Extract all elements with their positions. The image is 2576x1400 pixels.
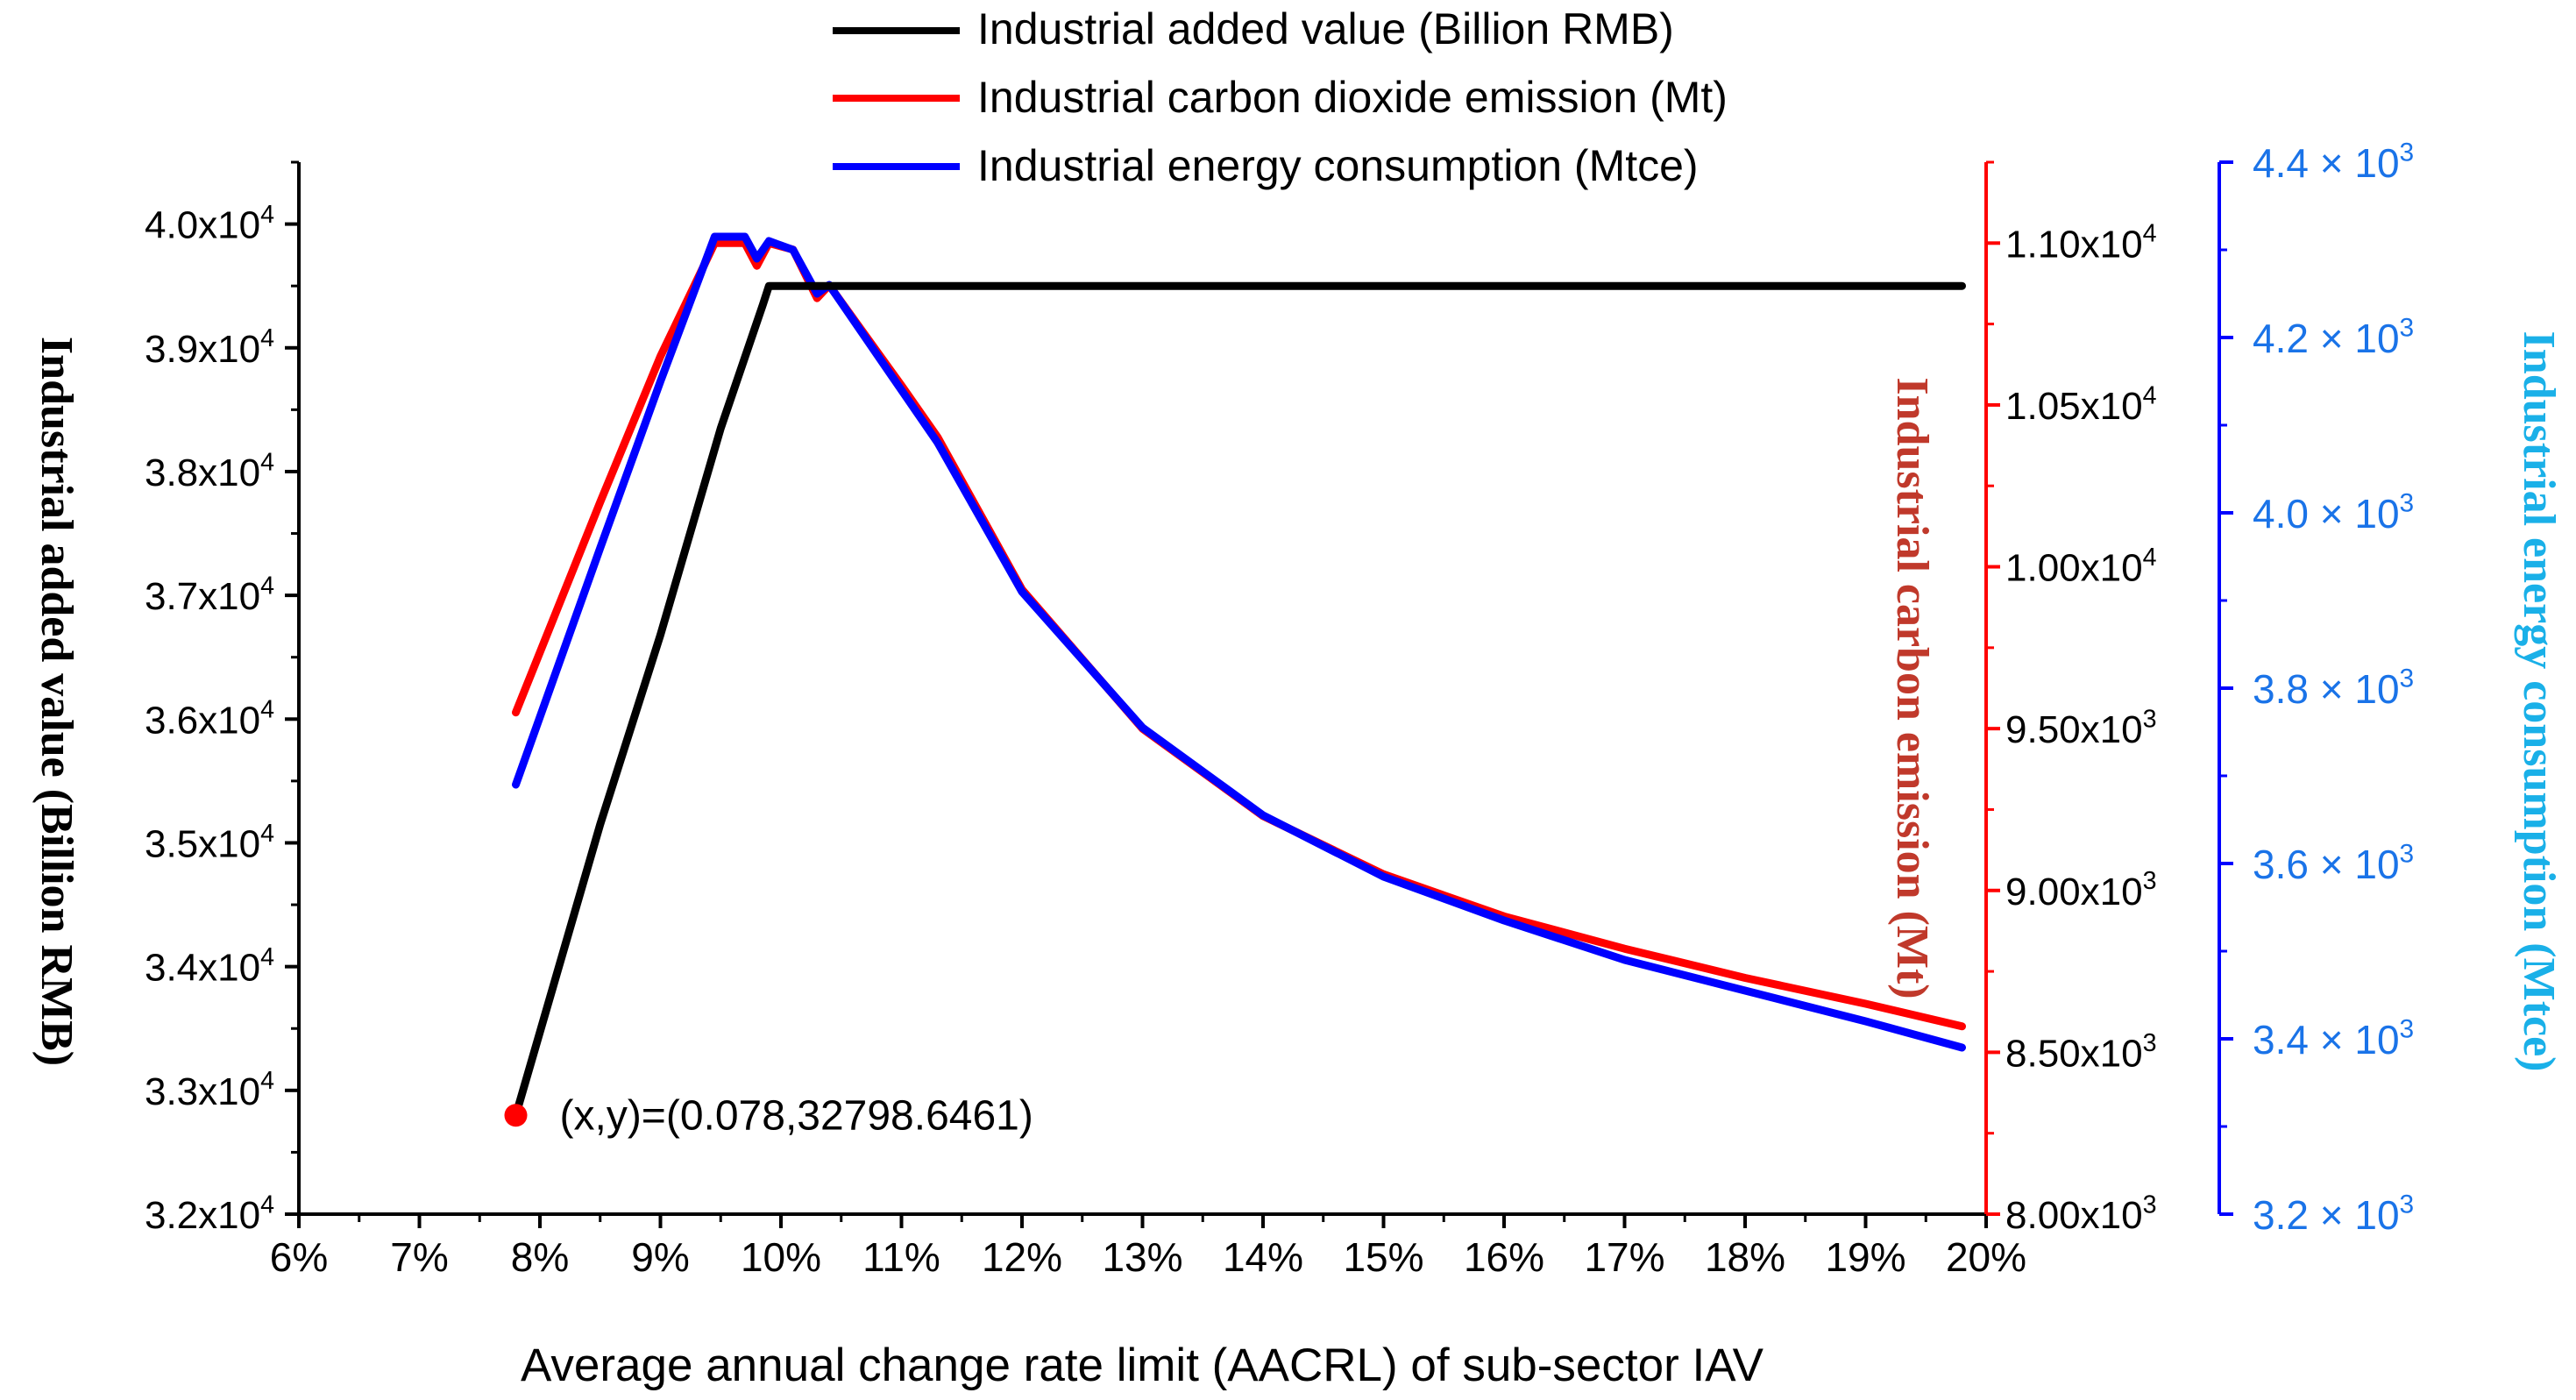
left-tick-label: 3.4x104 (145, 943, 274, 990)
right1-tick-label: 8.50x103 (2005, 1029, 2156, 1076)
right2-tick-label: 4.2 × 103 (2253, 314, 2414, 361)
right1-tick-label: 8.00x103 (2005, 1190, 2156, 1237)
right2-tick-label: 3.6 × 103 (2253, 840, 2414, 887)
x-tick-label: 9% (631, 1234, 689, 1280)
x-tick-label: 14% (1223, 1234, 1303, 1280)
left-tick-label: 3.5x104 (145, 820, 274, 866)
x-tick-label: 16% (1464, 1234, 1544, 1280)
right1-tick-label: 9.50x103 (2005, 706, 2156, 752)
right1-tick-label: 1.00x104 (2005, 544, 2157, 590)
x-tick-label: 20% (1946, 1234, 2026, 1280)
left-tick-label: 3.9x104 (145, 324, 274, 371)
right1-tick-label: 9.00x103 (2005, 867, 2156, 913)
left-axis-title: Industrial added value (Billion RMB) (32, 337, 82, 1066)
x-tick-label: 8% (511, 1234, 569, 1280)
x-tick-label: 12% (982, 1234, 1062, 1280)
x-tick-label: 15% (1343, 1234, 1423, 1280)
x-tick-label: 10% (741, 1234, 821, 1280)
right2-tick-label: 3.2 × 103 (2253, 1190, 2414, 1238)
legend-label-added-value: Industrial added value (Billion RMB) (977, 4, 1674, 53)
x-tick-label: 11% (862, 1234, 940, 1280)
annotation-marker (504, 1104, 528, 1127)
left-tick-label: 3.3x104 (145, 1067, 274, 1113)
right2-ticks: 3.2 × 103 3.4 × 103 3.6 × 103 3.8 × 103 4.0 … (2219, 139, 2414, 1238)
right1-axis-title: Industrial carbon emission (Mt) (1887, 377, 1937, 998)
right2-tick-label: 4.0 × 103 (2253, 489, 2414, 537)
right2-tick-label: 4.4 × 103 (2253, 139, 2414, 186)
x-axis-title: Average annual change rate limit (AACRL)… (521, 1340, 1764, 1391)
x-tick-label: 19% (1825, 1234, 1905, 1280)
series-line-0 (512, 281, 1966, 1119)
left-tick-label: 3.6x104 (145, 696, 274, 743)
x-ticks: 6% 7% 8% 9% 10% 11% 12% 13% 14% 15% 16% 17% 18% 19% 20… (270, 1214, 2026, 1280)
right1-tick-label: 1.10x104 (2005, 220, 2157, 266)
x-tick-label: 17% (1584, 1234, 1664, 1280)
left-tick-label: 3.7x104 (145, 572, 274, 619)
x-tick-label: 13% (1102, 1234, 1182, 1280)
left-tick-label: 4.0x104 (145, 201, 274, 247)
series-layer (512, 232, 1966, 1119)
x-tick-label: 7% (390, 1234, 448, 1280)
right2-axis-title: Industrial energy consumption (Mtce) (2514, 331, 2564, 1072)
series-line-2 (512, 232, 1966, 1052)
right2-tick-label: 3.4 × 103 (2253, 1015, 2414, 1062)
right1-ticks: 8.00x103 8.50x103 9.00x103 9.50x103 1.00x104… (1986, 160, 2157, 1237)
x-tick-label: 6% (270, 1234, 328, 1280)
legend-label-carbon: Industrial carbon dioxide emission (Mt) (977, 73, 1728, 122)
right1-tick-label: 1.05x104 (2005, 381, 2157, 428)
legend-label-energy: Industrial energy consumption (Mtce) (977, 141, 1699, 190)
x-tick-label: 18% (1705, 1234, 1785, 1280)
left-tick-label: 3.8x104 (145, 448, 274, 494)
series-line-1 (512, 238, 1966, 1031)
left-tick-label: 3.2x104 (145, 1190, 274, 1237)
legend: Industrial added value (Billion RMB) Ind… (833, 4, 1728, 190)
left-ticks: 3.2x104 3.3x104 3.4x104 3.5x104 3.6x104 3.7x1… (145, 160, 299, 1237)
annotation-label: (x,y)=(0.078,32798.6461) (560, 1092, 1033, 1139)
right2-tick-label: 3.8 × 103 (2253, 664, 2414, 712)
